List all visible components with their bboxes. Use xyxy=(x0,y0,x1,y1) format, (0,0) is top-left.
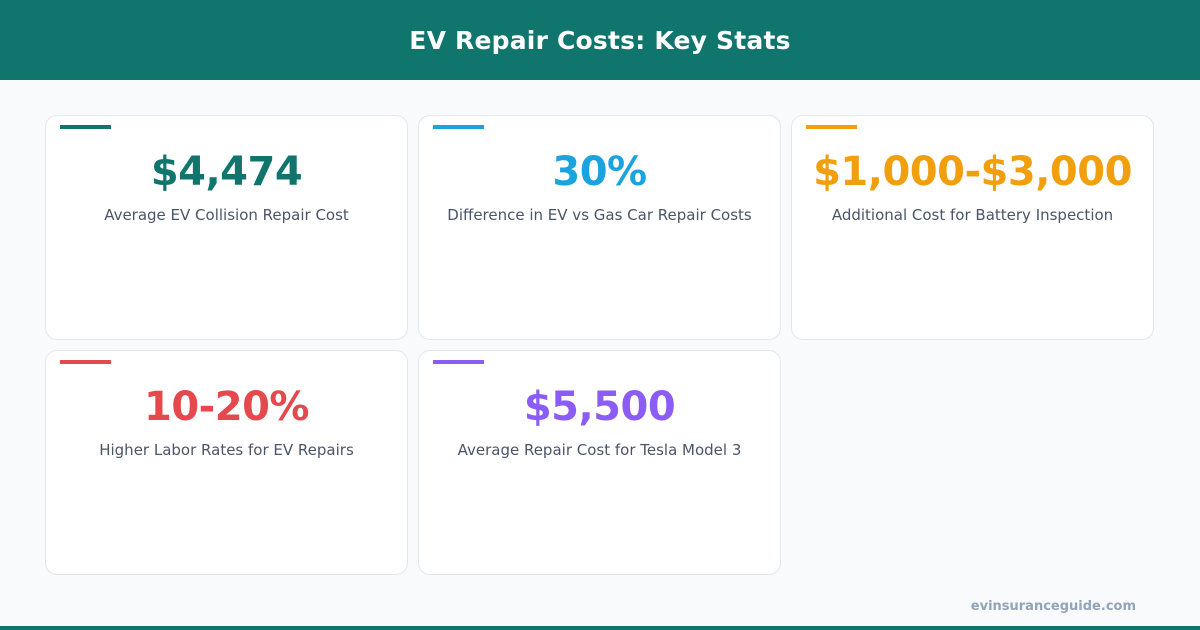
accent-bar xyxy=(433,125,484,129)
stat-card-avg-collision-cost: $4,474 Average EV Collision Repair Cost xyxy=(45,115,408,340)
stat-label: Additional Cost for Battery Inspection xyxy=(831,206,1114,224)
stat-card-labor-rates: 10-20% Higher Labor Rates for EV Repairs xyxy=(45,350,408,575)
stat-label: Average EV Collision Repair Cost xyxy=(104,206,349,224)
stat-value: 10-20% xyxy=(143,384,310,430)
bottom-accent-bar xyxy=(0,626,1200,630)
stat-value: $4,474 xyxy=(150,149,303,195)
header-banner: EV Repair Costs: Key Stats xyxy=(0,0,1200,80)
stat-value: $5,500 xyxy=(523,384,676,430)
accent-bar xyxy=(60,125,111,129)
stat-label: Higher Labor Rates for EV Repairs xyxy=(99,441,354,459)
stat-label: Average Repair Cost for Tesla Model 3 xyxy=(457,441,742,459)
site-attribution: evinsuranceguide.com xyxy=(970,599,1136,614)
accent-bar xyxy=(433,360,484,364)
accent-bar xyxy=(60,360,111,364)
stat-card-tesla-model-3-cost: $5,500 Average Repair Cost for Tesla Mod… xyxy=(418,350,781,575)
stat-card-ev-vs-gas-difference: 30% Difference in EV vs Gas Car Repair C… xyxy=(418,115,781,340)
stat-value: 30% xyxy=(552,149,647,195)
stat-card-battery-inspection-cost: $1,000-$3,000 Additional Cost for Batter… xyxy=(791,115,1154,340)
page-title: EV Repair Costs: Key Stats xyxy=(409,25,791,55)
stat-label: Difference in EV vs Gas Car Repair Costs xyxy=(447,206,752,224)
stat-value: $1,000-$3,000 xyxy=(813,149,1132,195)
accent-bar xyxy=(806,125,857,129)
